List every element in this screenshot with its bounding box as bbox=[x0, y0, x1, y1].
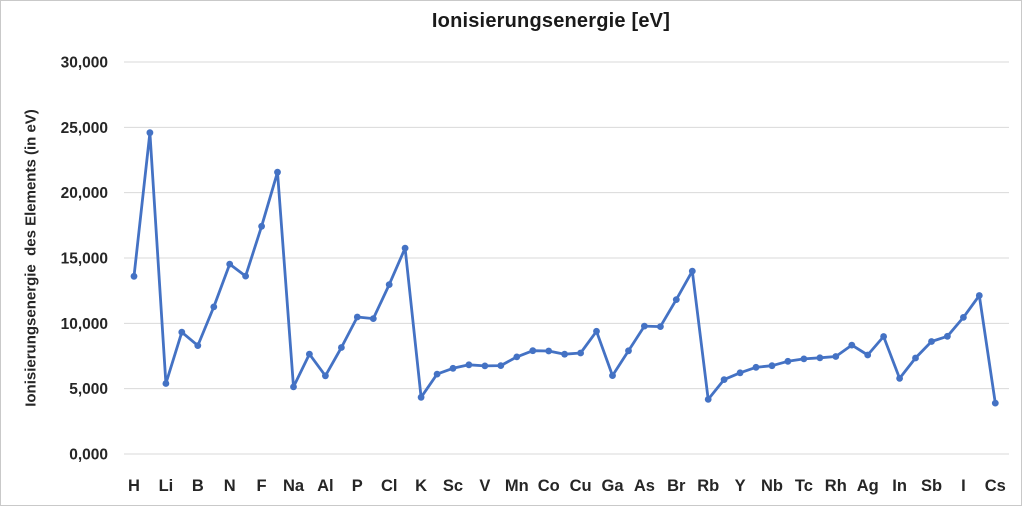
data-point-marker bbox=[657, 323, 664, 330]
data-point-marker bbox=[672, 296, 680, 303]
x-tick-label: F bbox=[257, 477, 267, 495]
data-point-marker bbox=[991, 399, 999, 407]
y-tick-label: 30,000 bbox=[61, 55, 108, 72]
data-point-marker bbox=[385, 281, 393, 288]
data-point-marker bbox=[912, 354, 919, 362]
x-tick-label: Ga bbox=[601, 477, 624, 495]
data-point-marker bbox=[752, 363, 760, 371]
x-tick-label: In bbox=[892, 477, 907, 495]
x-tick-label: Co bbox=[538, 477, 560, 495]
data-point-marker bbox=[736, 369, 744, 377]
data-point-marker bbox=[625, 347, 632, 355]
data-point-marker bbox=[593, 327, 600, 335]
data-point-marker bbox=[848, 341, 856, 349]
data-point-marker bbox=[258, 222, 265, 230]
x-tick-label: Sc bbox=[443, 477, 463, 495]
x-tick-label: Mn bbox=[505, 477, 529, 495]
data-point-marker bbox=[353, 313, 361, 321]
x-tick-label: N bbox=[224, 477, 236, 495]
data-point-marker bbox=[784, 357, 792, 365]
data-point-marker bbox=[465, 361, 473, 369]
data-point-marker bbox=[641, 322, 648, 330]
y-tick-label: 20,000 bbox=[61, 185, 108, 202]
data-point-marker bbox=[800, 355, 808, 363]
data-point-marker bbox=[864, 351, 872, 359]
data-point-marker bbox=[338, 344, 345, 351]
x-tick-label: Br bbox=[667, 477, 686, 495]
data-point-marker bbox=[481, 362, 489, 370]
data-point-marker bbox=[417, 393, 425, 401]
x-tick-label: Ag bbox=[857, 477, 879, 495]
y-tick-label: 15,000 bbox=[61, 251, 108, 268]
x-tick-label: Cl bbox=[381, 477, 398, 495]
data-point-marker bbox=[433, 370, 441, 378]
data-point-marker bbox=[210, 303, 218, 311]
x-tick-label: B bbox=[192, 477, 204, 495]
x-tick-label: Al bbox=[317, 477, 334, 495]
x-tick-label: Y bbox=[735, 477, 746, 495]
data-point-marker bbox=[688, 267, 696, 275]
x-tick-label: Tc bbox=[795, 477, 813, 495]
data-point-marker bbox=[242, 272, 250, 280]
data-point-marker bbox=[609, 372, 616, 379]
data-point-marker bbox=[928, 338, 935, 345]
x-tick-label: Li bbox=[159, 477, 174, 495]
data-point-marker bbox=[896, 375, 903, 382]
data-point-marker bbox=[401, 244, 409, 252]
data-point-marker bbox=[449, 364, 457, 372]
x-tick-label: Nb bbox=[761, 477, 783, 495]
x-tick-label: Sb bbox=[921, 477, 942, 495]
data-point-marker bbox=[162, 380, 170, 387]
x-tick-label: I bbox=[961, 477, 966, 495]
data-point-marker bbox=[322, 372, 329, 380]
data-point-marker bbox=[880, 333, 887, 340]
x-tick-label: Na bbox=[283, 477, 305, 495]
data-point-marker bbox=[577, 349, 584, 357]
data-point-marker bbox=[704, 396, 712, 403]
x-tick-label: Cs bbox=[985, 477, 1006, 495]
data-point-marker bbox=[226, 260, 234, 268]
y-tick-label: 25,000 bbox=[61, 120, 108, 137]
x-tick-label: Cu bbox=[570, 477, 592, 495]
x-tick-label: K bbox=[415, 477, 427, 495]
data-point-marker bbox=[545, 347, 553, 355]
data-point-marker bbox=[274, 168, 281, 176]
x-tick-label: Rb bbox=[697, 477, 719, 495]
data-point-marker bbox=[944, 332, 951, 340]
data-point-marker bbox=[832, 353, 840, 360]
data-point-marker bbox=[130, 272, 138, 280]
data-point-marker bbox=[561, 350, 568, 358]
data-point-marker bbox=[178, 328, 186, 336]
x-tick-label: V bbox=[479, 477, 490, 495]
data-point-marker bbox=[816, 354, 824, 362]
x-tick-label: P bbox=[352, 477, 363, 495]
x-tick-label: H bbox=[128, 477, 140, 495]
data-point-marker bbox=[194, 342, 202, 349]
data-point-marker bbox=[497, 362, 505, 369]
data-point-marker bbox=[768, 362, 776, 370]
data-point-marker bbox=[975, 292, 983, 299]
data-point-marker bbox=[369, 315, 377, 322]
series-line bbox=[132, 131, 997, 405]
data-point-marker bbox=[146, 129, 154, 137]
y-tick-label: 5,000 bbox=[69, 381, 108, 398]
y-tick-label: 10,000 bbox=[61, 316, 108, 333]
data-point-marker bbox=[960, 314, 967, 321]
chart-title: Ionisierungsenergie [eV] bbox=[431, 10, 671, 32]
data-point-marker bbox=[720, 376, 728, 383]
x-tick-label: Rh bbox=[825, 477, 847, 495]
data-point-marker bbox=[306, 350, 313, 358]
y-tick-label: 0,000 bbox=[69, 447, 108, 464]
x-tick-label: As bbox=[634, 477, 655, 495]
data-point-marker bbox=[513, 353, 521, 361]
data-point-marker bbox=[529, 347, 537, 355]
data-point-marker bbox=[290, 383, 297, 391]
